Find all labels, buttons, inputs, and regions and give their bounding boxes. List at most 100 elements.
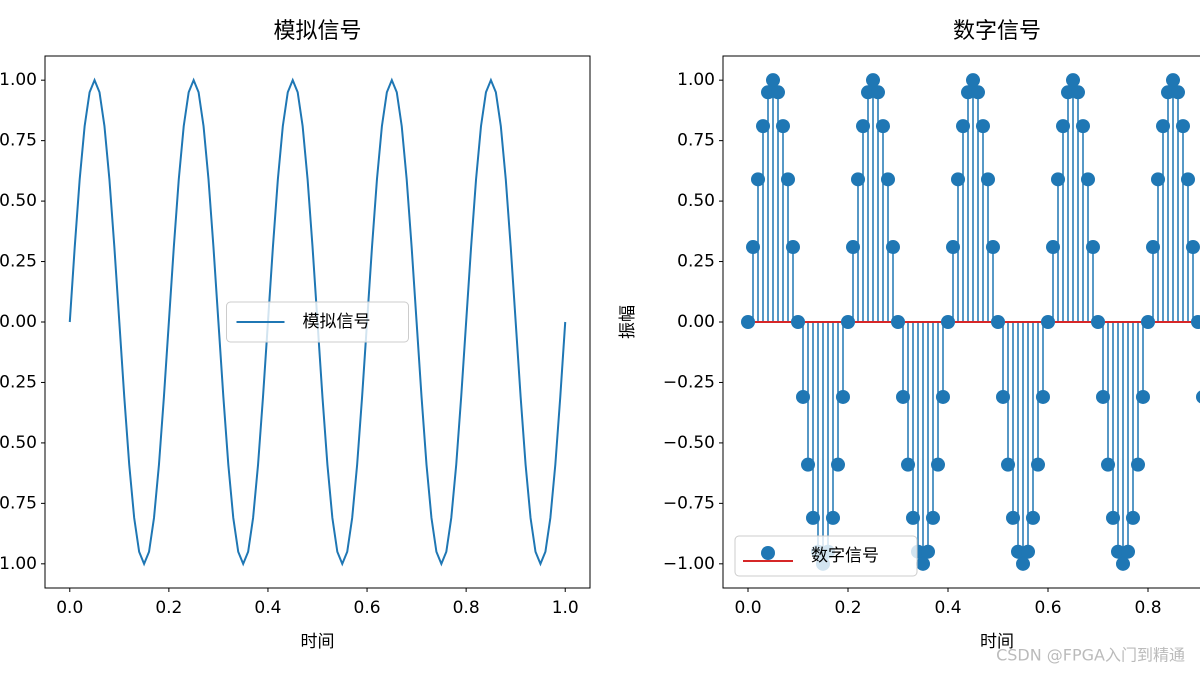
y-tick-label: 0.50 xyxy=(677,191,715,211)
stem-marker xyxy=(746,240,760,255)
y-tick-label: 0.75 xyxy=(677,131,715,151)
stem-marker xyxy=(781,172,795,187)
stem-marker xyxy=(976,119,990,134)
stem-marker xyxy=(766,73,780,88)
x-tick-label: 0.0 xyxy=(734,598,761,618)
y-tick-label: −1.00 xyxy=(0,554,37,574)
stem-marker xyxy=(771,85,785,100)
y-tick-label: −0.25 xyxy=(663,372,715,392)
stem-marker xyxy=(1176,119,1190,134)
y-tick-label: −0.50 xyxy=(663,433,715,453)
stem-marker xyxy=(1136,389,1150,404)
y-tick-label: 0.00 xyxy=(0,312,37,332)
x-tick-label: 0.8 xyxy=(1134,598,1161,618)
stem-marker xyxy=(946,240,960,255)
x-tick-label: 0.8 xyxy=(453,598,480,618)
x-axis-label: 时间 xyxy=(301,632,335,652)
stem-marker xyxy=(1166,73,1180,88)
stem-marker xyxy=(1121,544,1135,559)
x-tick-label: 0.6 xyxy=(1034,598,1061,618)
stem-marker xyxy=(901,457,915,472)
subplot: 数字信号 −1.00 −0.75 −0.50 −0.25 0.00 0.25 0.50 0.75… xyxy=(618,19,1200,652)
legend: 数字信号 xyxy=(734,535,918,577)
stem-marker xyxy=(866,73,880,88)
stem-marker xyxy=(1066,73,1080,88)
stem-marker xyxy=(1141,315,1155,329)
subplot: 模拟信号 −1.00 −0.75 −0.50 −0.25 0.00 0.25 0.50 0.75… xyxy=(0,19,591,652)
stem-marker xyxy=(1096,389,1110,404)
axes-frame xyxy=(44,55,591,589)
stem-marker xyxy=(1041,315,1055,329)
stem-marker xyxy=(1056,119,1070,134)
y-tick-label: −0.75 xyxy=(0,493,37,513)
stem-marker xyxy=(981,172,995,187)
stem-marker xyxy=(886,240,900,255)
stem-marker xyxy=(1031,457,1045,472)
x-tick-label: 0.2 xyxy=(834,598,861,618)
legend-label: 模拟信号 xyxy=(303,312,371,332)
stem-marker xyxy=(961,85,975,100)
x-tick-label: 0.4 xyxy=(934,598,961,618)
legend: 模拟信号 xyxy=(226,301,409,343)
x-tick-label: 1.0 xyxy=(552,598,579,618)
stem-marker xyxy=(1016,556,1030,571)
stem-marker xyxy=(1151,172,1165,187)
stem-marker xyxy=(971,85,985,100)
subplot-title: 模拟信号 xyxy=(273,19,361,44)
legend-box xyxy=(734,535,918,577)
stem-marker xyxy=(851,172,865,187)
stem-marker xyxy=(776,119,790,134)
stem-marker xyxy=(1186,240,1200,255)
stem-marker xyxy=(1196,390,1200,404)
stem-marker xyxy=(791,315,805,329)
stem-marker xyxy=(1076,119,1090,134)
stem-marker xyxy=(1011,544,1025,559)
y-axis-label: 振幅 xyxy=(618,305,638,339)
y-tick-label: 1.00 xyxy=(677,70,715,90)
stem-marker xyxy=(1091,315,1105,329)
stem-marker xyxy=(801,457,815,472)
stem-marker xyxy=(806,510,820,525)
stem-marker xyxy=(1156,119,1170,134)
y-tick-label: 0.00 xyxy=(677,312,715,332)
stem-marker xyxy=(741,315,755,329)
stem-marker xyxy=(826,510,840,525)
x-axis-label: 时间 xyxy=(980,632,1014,652)
stem-marker xyxy=(1036,389,1050,404)
stem-marker xyxy=(1046,240,1060,255)
stem-marker xyxy=(856,119,870,134)
stem-marker xyxy=(1071,85,1085,100)
stem-marker xyxy=(906,510,920,525)
stem-marker xyxy=(1116,556,1130,571)
stem-marker xyxy=(751,172,765,187)
stem-marker xyxy=(831,457,845,472)
y-tick-label: 1.00 xyxy=(0,70,37,90)
stem-marker xyxy=(761,85,775,100)
stem-marker xyxy=(841,315,855,329)
stem-marker xyxy=(936,389,950,404)
stem-marker xyxy=(1126,510,1140,525)
stem-marker xyxy=(1026,510,1040,525)
stem-marker xyxy=(896,389,910,404)
x-tick-label: 0.0 xyxy=(56,598,83,618)
stem-marker xyxy=(1001,457,1015,472)
stem-marker xyxy=(756,119,770,134)
y-tick-label: 0.75 xyxy=(0,131,37,151)
axes-frame xyxy=(722,55,1200,589)
stem-marker xyxy=(966,73,980,88)
stem-marker xyxy=(1006,510,1020,525)
stem-marker xyxy=(891,315,905,329)
stem-marker xyxy=(861,85,875,100)
y-tick-label: −0.50 xyxy=(0,433,37,453)
stem-marker xyxy=(1181,172,1195,187)
y-tick-label: 0.25 xyxy=(677,252,715,272)
y-tick-label: −0.75 xyxy=(663,493,715,513)
stem-marker xyxy=(1051,172,1065,187)
legend-label: 数字信号 xyxy=(811,546,879,566)
stem-marker xyxy=(1081,172,1095,187)
legend-box xyxy=(226,301,409,343)
stem-marker xyxy=(786,240,800,255)
x-tick-label: 0.4 xyxy=(254,598,281,618)
y-tick-label: −1.00 xyxy=(663,554,715,574)
